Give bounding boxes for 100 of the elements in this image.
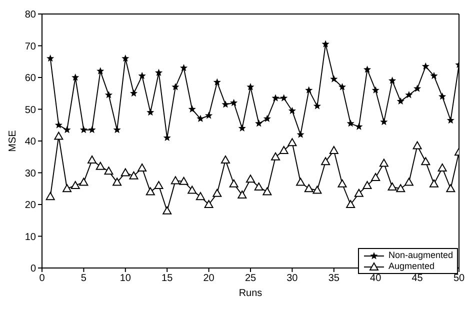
y-tick-label: 10 (24, 232, 36, 243)
point (272, 94, 280, 102)
point (146, 108, 154, 116)
point (54, 121, 62, 128)
legend-label: Non-augmented (388, 250, 453, 261)
point (312, 186, 322, 194)
point (379, 158, 388, 167)
point (196, 114, 204, 122)
point (305, 86, 313, 94)
point (413, 84, 422, 92)
point (438, 163, 447, 172)
point (88, 126, 96, 134)
point (104, 90, 113, 98)
point (188, 105, 196, 112)
point (212, 188, 222, 197)
point (154, 68, 163, 76)
y-tick-label: 30 (24, 168, 36, 180)
point (296, 130, 304, 138)
point (246, 83, 254, 90)
x-tick-label: 50 (453, 273, 465, 284)
point (346, 120, 354, 127)
point (421, 157, 430, 166)
point (405, 90, 413, 98)
point (180, 64, 188, 72)
point (220, 156, 230, 164)
point (46, 54, 54, 62)
point (288, 138, 297, 146)
point (70, 180, 80, 189)
point (338, 83, 346, 90)
point (129, 171, 138, 180)
point (154, 180, 164, 189)
point (354, 188, 364, 197)
point (72, 74, 80, 81)
point (280, 94, 288, 102)
point (63, 126, 71, 134)
point (104, 166, 114, 175)
point (88, 156, 97, 164)
point (79, 178, 88, 186)
point (170, 176, 180, 184)
point (54, 132, 64, 140)
x-tick-label: 30 (286, 273, 298, 284)
point (321, 157, 330, 166)
point (438, 92, 446, 100)
point (355, 122, 363, 130)
point (263, 114, 271, 122)
point (279, 146, 288, 154)
point (446, 116, 454, 124)
point (255, 120, 263, 127)
point (204, 112, 213, 119)
point (96, 162, 105, 170)
x-tick-label: 15 (162, 273, 174, 284)
point (196, 192, 205, 200)
point (204, 200, 214, 208)
y-tick-label: 70 (24, 41, 36, 52)
point (346, 200, 356, 208)
point (404, 178, 414, 186)
point (422, 62, 430, 70)
y-tick-label: 50 (24, 104, 36, 116)
point (296, 178, 306, 186)
point (388, 76, 396, 84)
point (262, 187, 272, 196)
point (430, 72, 438, 80)
point (120, 168, 130, 176)
point (172, 83, 180, 90)
point (179, 176, 188, 185)
point (322, 40, 330, 48)
x-tick-label: 25 (244, 273, 256, 284)
point (254, 182, 264, 191)
point (330, 75, 338, 82)
point (162, 206, 172, 214)
x-tick-label: 45 (412, 273, 424, 284)
point (396, 184, 406, 192)
point (338, 179, 347, 188)
point (372, 86, 380, 94)
point (446, 184, 456, 192)
point (188, 186, 197, 194)
point (80, 126, 88, 134)
y-tick-label: 40 (24, 136, 36, 148)
point (362, 180, 372, 189)
point (304, 184, 314, 192)
point (246, 174, 255, 183)
point (371, 173, 380, 182)
x-tick-label: 5 (80, 273, 87, 284)
y-tick-label: 20 (24, 200, 36, 212)
point (380, 118, 388, 126)
x-tick-label: 40 (370, 273, 382, 284)
point (412, 141, 422, 150)
y-axis-title: MSE (8, 130, 19, 152)
x-axis-title: Runs (238, 288, 262, 299)
point (112, 178, 122, 186)
point (238, 190, 247, 198)
point (138, 72, 146, 80)
point (388, 182, 397, 191)
point (429, 179, 438, 188)
point (363, 66, 372, 73)
point (230, 98, 238, 106)
point (396, 97, 404, 105)
point (271, 152, 280, 160)
point (138, 163, 147, 172)
x-tick-label: 35 (328, 273, 340, 284)
